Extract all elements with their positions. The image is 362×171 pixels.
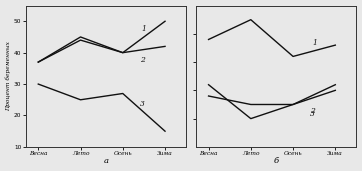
X-axis label: б: б bbox=[274, 157, 279, 166]
Text: 1: 1 bbox=[142, 25, 147, 33]
Text: 3: 3 bbox=[140, 100, 144, 108]
Text: 2: 2 bbox=[310, 107, 315, 115]
Text: 2: 2 bbox=[140, 56, 144, 64]
Text: 3: 3 bbox=[310, 110, 315, 118]
Y-axis label: Процент беременных: Процент беременных bbox=[5, 41, 11, 111]
X-axis label: а: а bbox=[104, 157, 108, 166]
Text: 1: 1 bbox=[312, 39, 317, 47]
